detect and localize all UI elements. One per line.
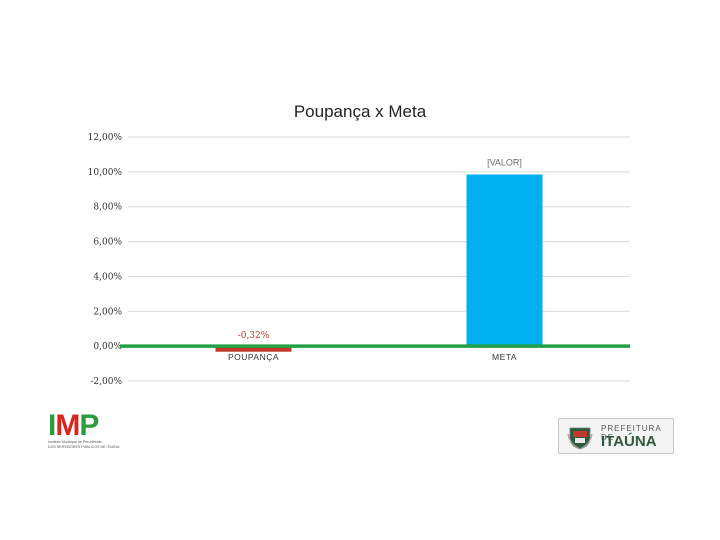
imp-letter-m: M (55, 409, 80, 442)
imp-subtitle-2: DOS SERVIDORES PÚBLICOS DE ITAÚNA (48, 445, 120, 449)
chart-title: Poupança x Meta (293, 102, 427, 121)
imp-letter-p: P (79, 409, 99, 442)
y-tick-label: -2,00% (90, 377, 122, 387)
imp-subtitle-1: Instituto Municipal de Previdência (48, 440, 102, 444)
y-tick-label: 10,00% (88, 168, 123, 178)
y-tick-label: 2,00% (93, 307, 122, 317)
bar-meta (466, 174, 543, 347)
y-tick-label: 12,00% (88, 133, 123, 143)
imp-logo: IMP Instituto Municipal de Previdência D… (48, 409, 128, 454)
y-tick-label: 8,00% (93, 203, 122, 213)
prefeitura-city-name: ITAÚNA (601, 433, 657, 450)
y-tick-label: 4,00% (93, 272, 122, 282)
category-label: POUPANÇA (228, 352, 279, 362)
prefeitura-logo: PREFEITURA DE ITAÚNA (558, 418, 674, 454)
data-label: -0,32% (238, 331, 270, 341)
prefeitura-label: PREFEITURA DE (601, 424, 662, 442)
y-tick-label: 6,00% (93, 238, 122, 248)
bar-poupanca (215, 346, 292, 352)
y-tick-label: 0,00% (93, 342, 122, 352)
imp-letter-i: I (48, 409, 56, 442)
data-label: [VALOR] (487, 157, 522, 167)
city-crest-icon (567, 427, 593, 450)
category-label: META (492, 352, 517, 362)
